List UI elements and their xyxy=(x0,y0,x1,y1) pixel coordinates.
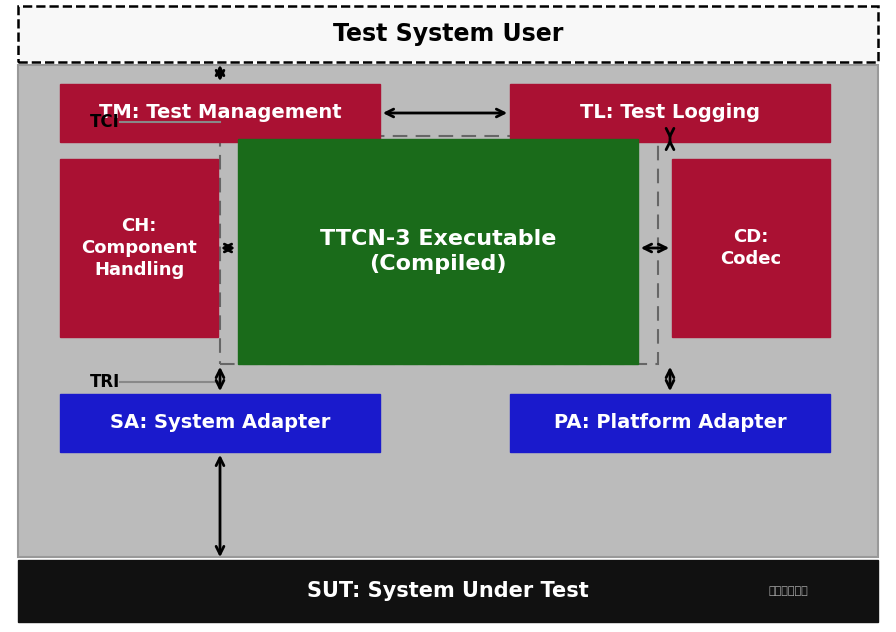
Bar xyxy=(60,159,218,337)
Bar xyxy=(60,84,380,142)
Text: CD:
Codec: CD: Codec xyxy=(720,228,781,268)
Bar xyxy=(672,159,830,337)
Text: PA: Platform Adapter: PA: Platform Adapter xyxy=(554,413,787,432)
Text: SA: System Adapter: SA: System Adapter xyxy=(110,413,331,432)
Text: SUT: System Under Test: SUT: System Under Test xyxy=(307,581,589,601)
Text: TL: Test Logging: TL: Test Logging xyxy=(580,104,760,123)
Text: TM: Test Management: TM: Test Management xyxy=(99,104,341,123)
Text: CH:
Component
Handling: CH: Component Handling xyxy=(82,217,197,279)
Bar xyxy=(510,84,830,142)
Bar xyxy=(510,394,830,452)
Bar xyxy=(18,560,878,622)
Bar xyxy=(60,394,380,452)
Text: 通信测试论坛: 通信测试论坛 xyxy=(768,586,808,596)
Bar xyxy=(238,139,638,364)
Text: TRI: TRI xyxy=(90,373,120,391)
Bar xyxy=(18,65,878,557)
Text: TTCN-3 Executable
(Compiled): TTCN-3 Executable (Compiled) xyxy=(320,229,556,274)
Bar xyxy=(220,136,658,364)
Text: Test System User: Test System User xyxy=(332,22,564,46)
Bar xyxy=(18,6,878,62)
Text: TCI: TCI xyxy=(90,113,120,131)
